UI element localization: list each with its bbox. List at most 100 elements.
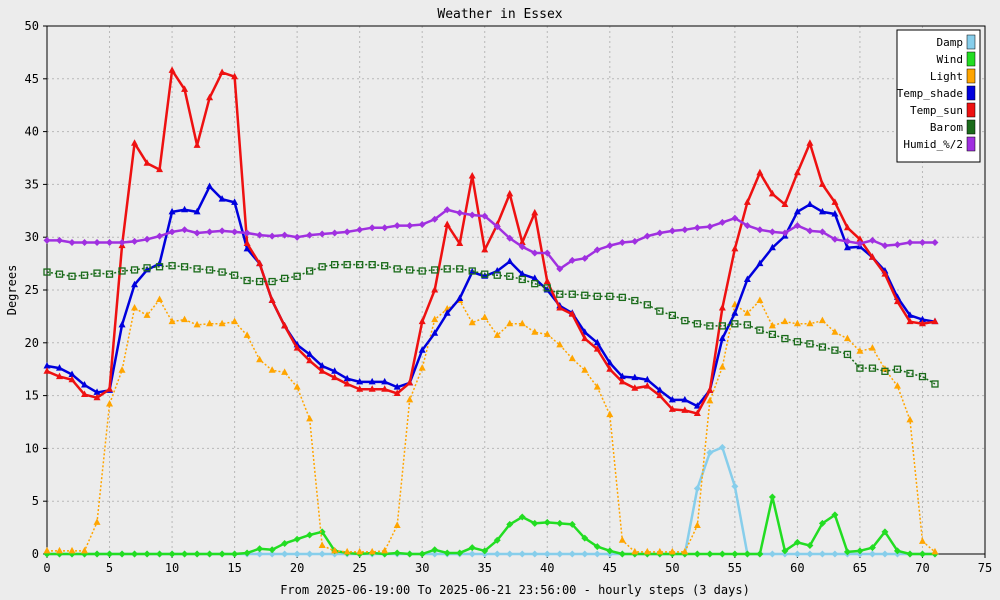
data-point <box>693 320 701 328</box>
data-point <box>231 317 239 325</box>
data-point <box>906 311 914 318</box>
data-point <box>706 449 714 457</box>
data-point <box>668 311 676 319</box>
data-point <box>281 550 289 558</box>
data-point <box>393 265 401 273</box>
legend-swatch <box>966 68 976 84</box>
y-tick-label: 10 <box>25 441 39 455</box>
data-point <box>43 362 51 369</box>
data-point <box>868 544 876 552</box>
data-point <box>618 550 626 558</box>
data-point <box>68 370 76 377</box>
data-point <box>306 414 314 422</box>
data-point <box>881 242 889 250</box>
data-point <box>331 546 339 554</box>
data-point <box>856 347 864 354</box>
data-point <box>131 303 139 311</box>
series-layer <box>43 66 939 558</box>
data-point <box>781 317 789 325</box>
data-point <box>743 198 751 205</box>
data-point <box>68 272 76 280</box>
data-point <box>893 382 901 389</box>
data-point <box>318 541 326 549</box>
data-point <box>531 550 539 558</box>
data-point <box>756 226 764 234</box>
legend: Damp Wind Light Temp_shade Temp_sun Barom Humi… <box>896 29 981 163</box>
data-point <box>356 226 364 234</box>
series-humid-2 <box>43 206 939 273</box>
data-point <box>643 382 651 389</box>
data-point <box>843 237 851 245</box>
data-point <box>193 141 201 148</box>
data-point <box>181 226 189 234</box>
data-point <box>93 238 101 246</box>
data-point <box>606 410 614 418</box>
data-point <box>631 547 639 555</box>
data-point <box>143 159 151 166</box>
data-point <box>368 385 376 392</box>
data-point <box>493 550 501 558</box>
data-point <box>181 85 189 92</box>
series-damp <box>43 443 939 558</box>
data-point <box>481 245 489 253</box>
data-point <box>543 330 551 337</box>
data-point <box>318 362 326 369</box>
y-tick-label: 15 <box>25 389 39 403</box>
data-point <box>293 233 301 241</box>
data-point <box>793 538 801 546</box>
data-point <box>768 189 776 197</box>
data-point <box>218 550 226 558</box>
y-tick-label: 5 <box>32 494 39 508</box>
data-point <box>731 320 739 328</box>
data-point <box>568 256 576 264</box>
series-temp-shade <box>43 182 939 409</box>
data-point <box>431 546 439 554</box>
data-point <box>668 405 676 412</box>
data-point <box>718 322 727 330</box>
data-point <box>106 400 114 407</box>
data-point <box>206 182 214 190</box>
legend-swatch <box>966 34 976 50</box>
data-point <box>506 319 514 327</box>
data-point <box>593 292 601 300</box>
data-point <box>468 171 476 179</box>
data-point <box>756 550 764 558</box>
data-point <box>756 259 764 267</box>
legend-label: Temp_shade <box>897 87 963 100</box>
data-point <box>806 200 814 207</box>
series-barom <box>43 261 939 388</box>
data-point <box>668 547 676 555</box>
data-point <box>468 550 476 558</box>
data-point <box>543 518 551 526</box>
data-point <box>568 354 576 362</box>
data-point <box>731 550 739 558</box>
gridlines <box>47 26 985 554</box>
data-point <box>618 536 626 543</box>
data-point <box>106 550 114 558</box>
data-point <box>831 346 839 354</box>
data-point <box>581 550 589 558</box>
data-point <box>756 296 764 304</box>
data-point <box>931 547 939 555</box>
data-point <box>331 261 339 269</box>
series-line <box>46 185 936 408</box>
data-point <box>893 297 901 305</box>
data-point <box>43 268 51 276</box>
data-point <box>868 236 876 244</box>
data-point <box>368 547 376 555</box>
data-point <box>143 264 151 272</box>
data-point <box>643 301 651 309</box>
data-point <box>718 218 726 226</box>
data-point <box>118 267 126 275</box>
data-point <box>81 238 89 246</box>
chart-title: Weather in Essex <box>437 7 562 22</box>
data-point <box>906 415 914 423</box>
data-point <box>931 380 939 388</box>
data-point <box>793 207 801 215</box>
data-point <box>793 319 801 327</box>
data-point <box>231 198 239 205</box>
data-point <box>843 350 852 359</box>
data-point <box>693 550 701 558</box>
data-point <box>243 549 251 557</box>
data-point <box>681 406 689 413</box>
